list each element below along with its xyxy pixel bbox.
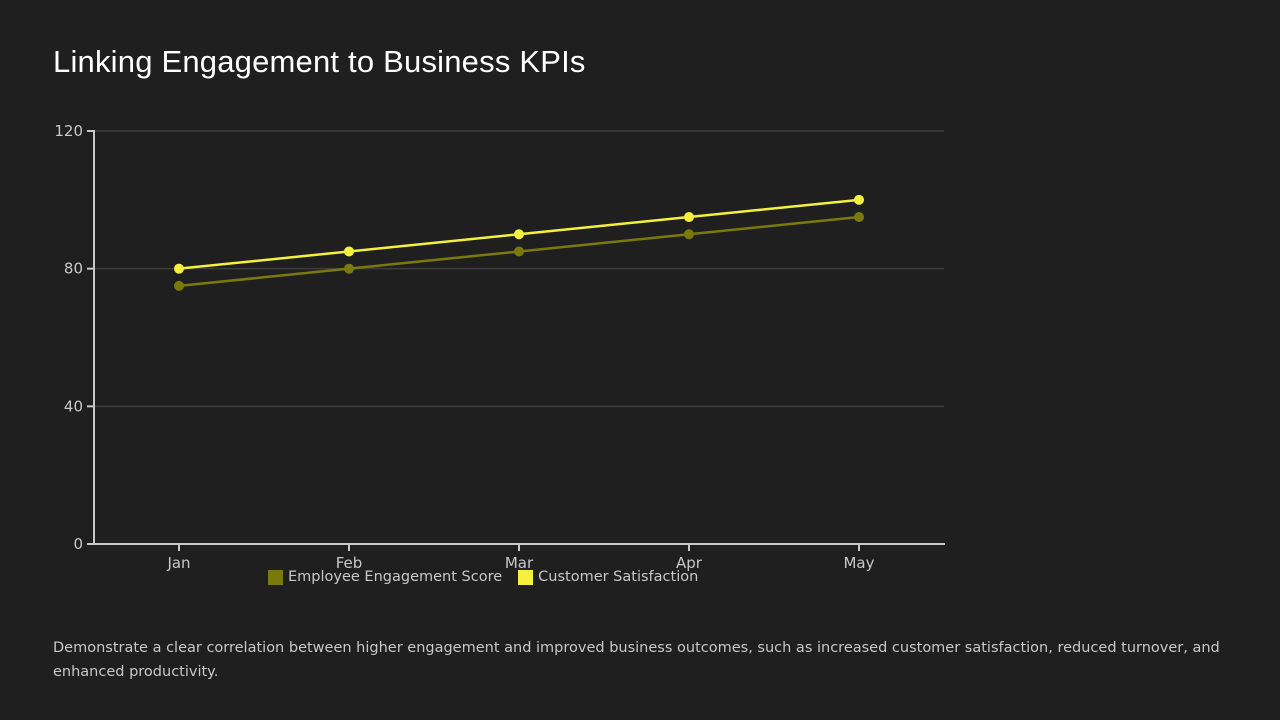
data-point[interactable]: [174, 263, 184, 274]
legend-label: Customer Satisfaction: [538, 569, 699, 585]
x-tick-label: Mar: [505, 554, 534, 572]
series-group: [174, 194, 864, 291]
legend-swatch: [518, 569, 534, 585]
data-point[interactable]: [854, 212, 864, 223]
data-point[interactable]: [514, 229, 524, 240]
y-tick-label: 0: [73, 535, 83, 553]
y-axis-ticks: 0 40 80 120: [54, 122, 94, 553]
data-point[interactable]: [174, 280, 184, 291]
x-tick-label: Feb: [336, 554, 363, 572]
grid-lines: [94, 130, 944, 408]
x-tick-label: Jan: [166, 554, 190, 572]
legend-item-employee-engagement[interactable]: Employee Engagement Score: [268, 569, 502, 585]
legend-label: Employee Engagement Score: [288, 569, 503, 585]
legend-item-customer-satisfaction[interactable]: Customer Satisfaction: [518, 569, 698, 585]
legend-swatch: [268, 569, 283, 585]
slide-title: Linking Engagement to Business KPIs: [53, 44, 586, 79]
x-tick-label: Apr: [676, 554, 703, 572]
series-1: [174, 194, 864, 274]
data-point[interactable]: [514, 246, 524, 257]
data-point[interactable]: [684, 212, 694, 223]
data-point[interactable]: [854, 194, 864, 205]
series-0: [174, 212, 864, 291]
data-point[interactable]: [344, 263, 354, 274]
x-axis-ticks: Jan Feb Mar Apr May: [166, 544, 875, 572]
y-tick-label: 40: [64, 397, 83, 415]
slide-description: Demonstrate a clear correlation between …: [53, 640, 1220, 680]
data-point[interactable]: [684, 229, 694, 240]
y-tick-label: 120: [54, 122, 83, 140]
y-tick-label: 80: [64, 260, 83, 278]
x-tick-label: May: [843, 554, 874, 572]
data-point[interactable]: [344, 246, 354, 257]
line-chart: 0 40 80 120 Jan Feb Mar Apr May: [54, 122, 945, 572]
chart-legend: Employee Engagement Score Customer Satis…: [268, 569, 714, 585]
